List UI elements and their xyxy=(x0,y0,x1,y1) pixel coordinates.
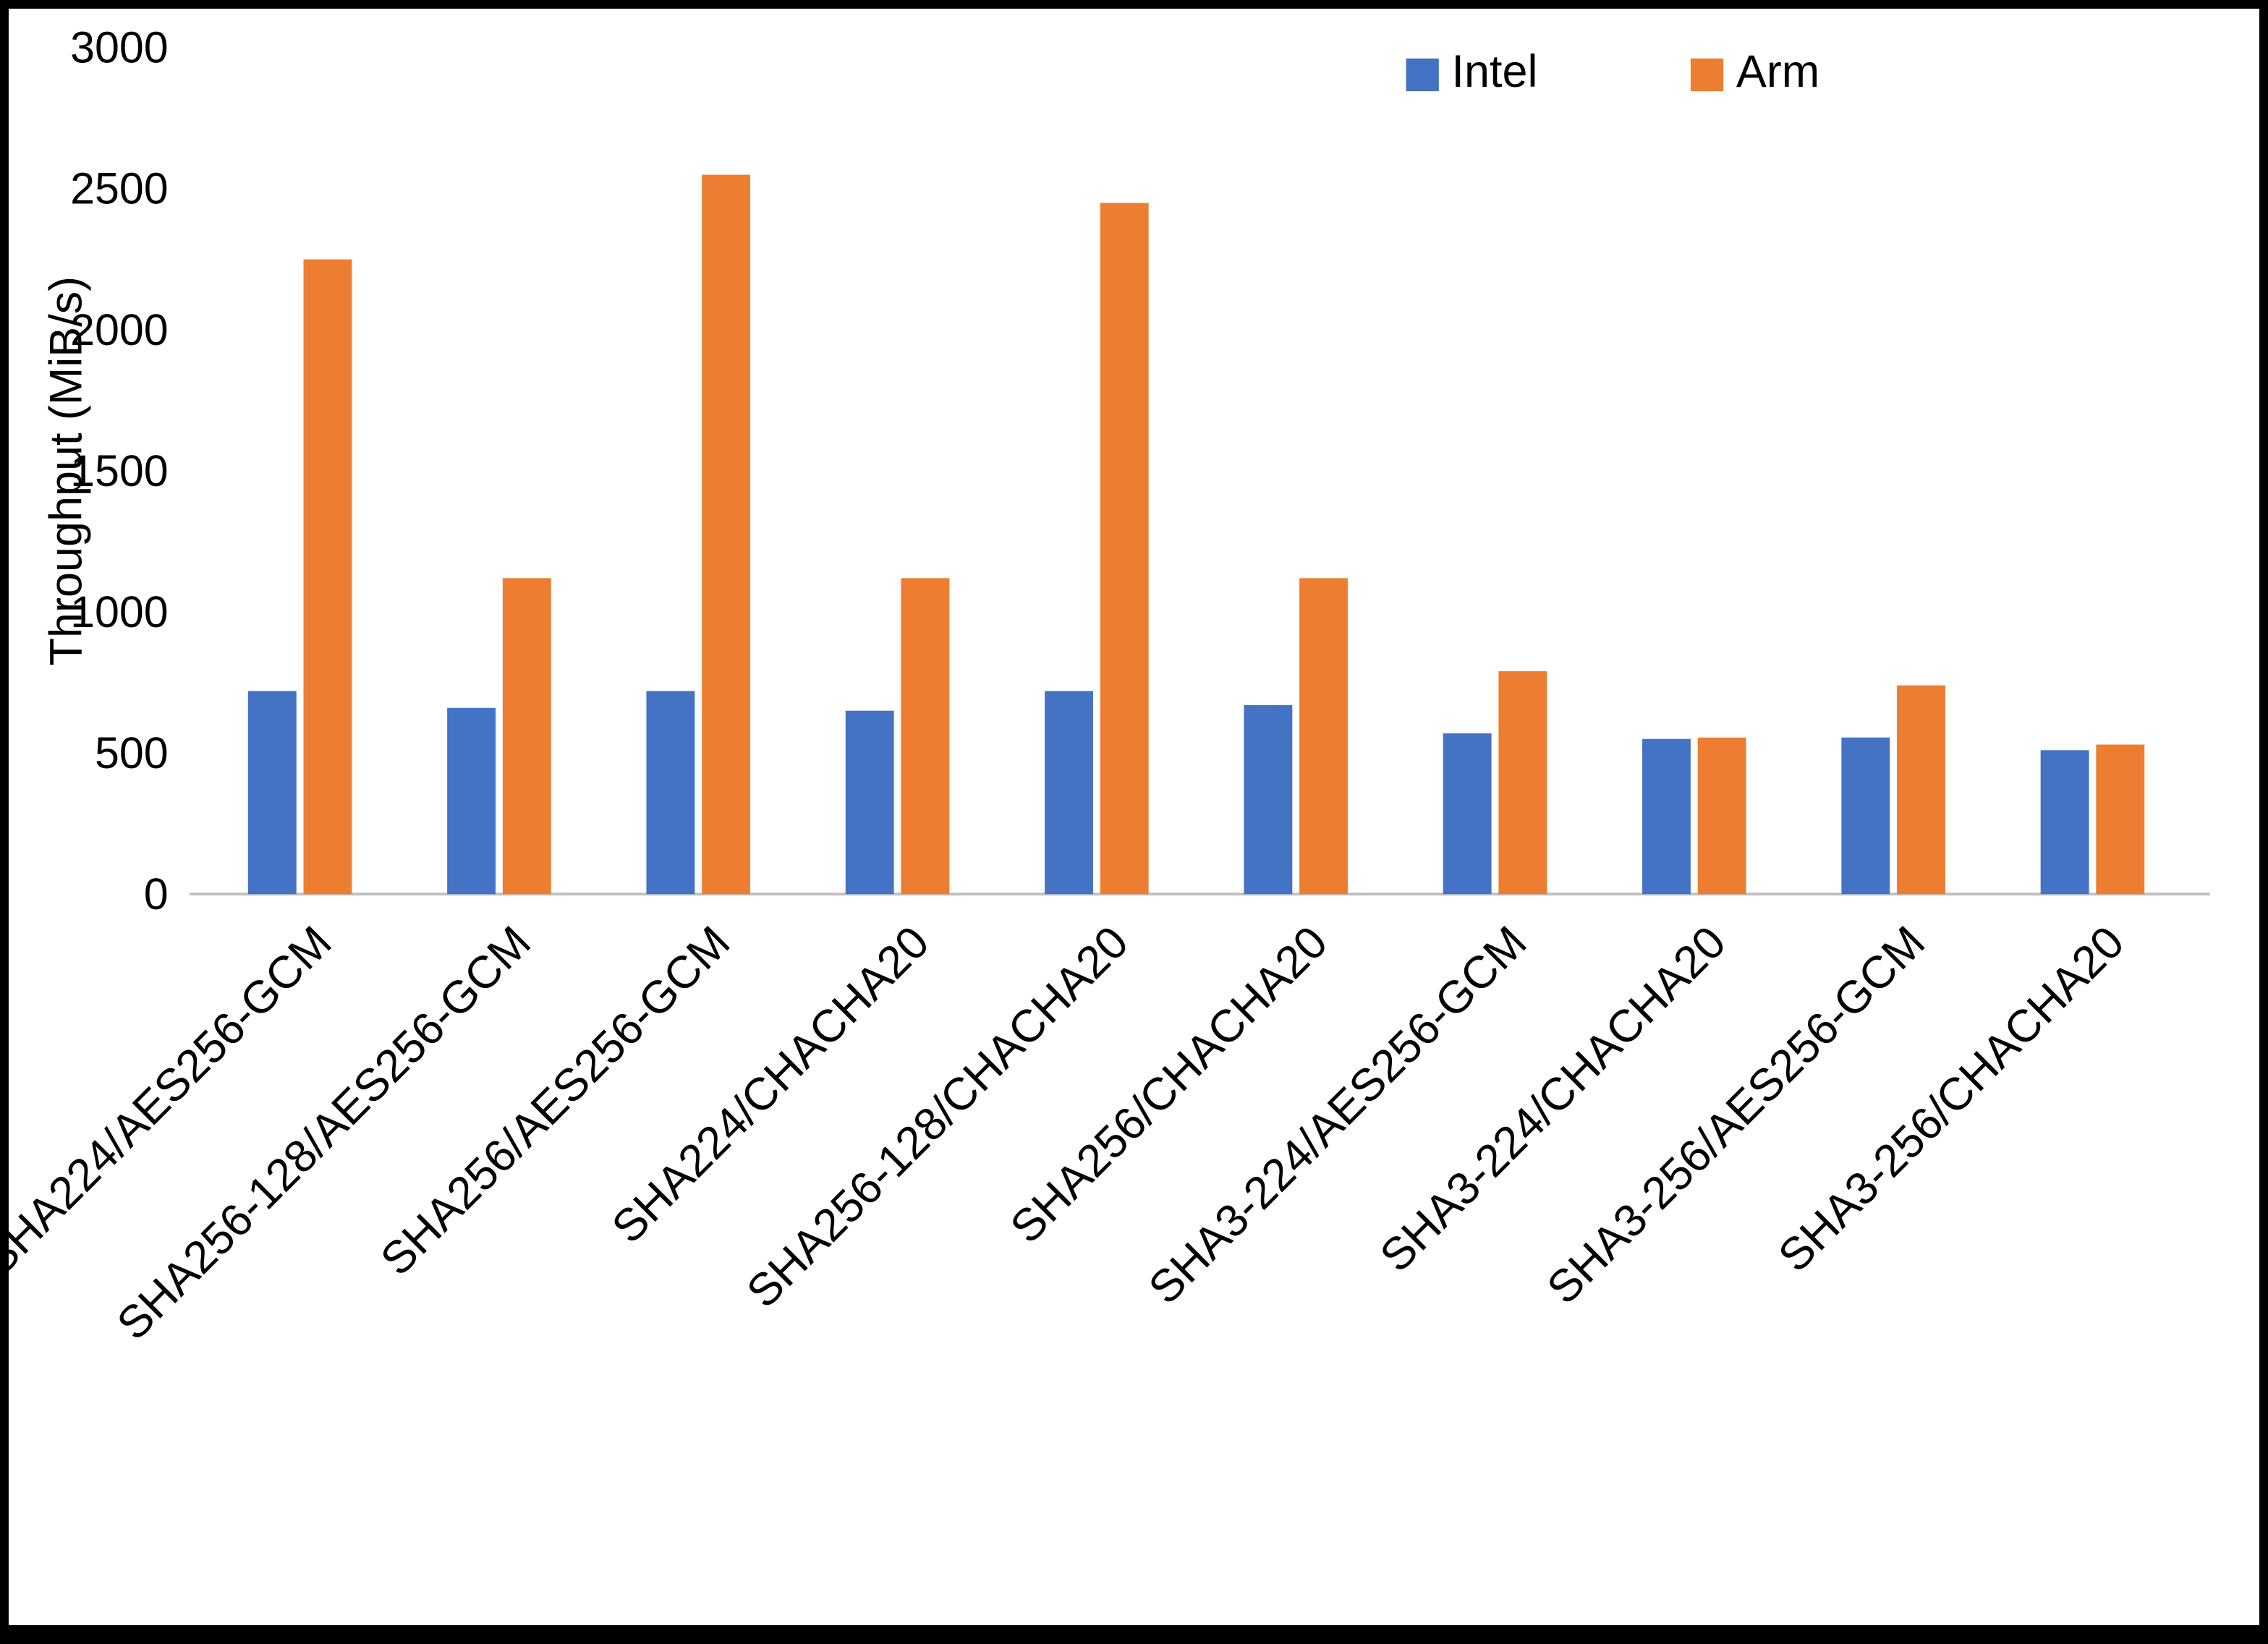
y-tick-label: 2000 xyxy=(70,305,169,354)
legend-swatch-intel xyxy=(1406,58,1439,92)
bar-intel-0 xyxy=(247,691,297,895)
bar-arm-5 xyxy=(1299,578,1348,895)
bar-intel-8 xyxy=(1841,737,1890,895)
bar-intel-1 xyxy=(447,707,496,895)
legend-label-arm: Arm xyxy=(1736,46,1819,97)
x-tick-label: SHA224/AES256-GCM xyxy=(9,916,341,1285)
bar-arm-0 xyxy=(303,259,352,895)
x-tick-label: SHA3-256/CHACHA20 xyxy=(1769,916,2134,1282)
legend-label-intel: Intel xyxy=(1452,46,1538,97)
x-tick-label: SHA3-224/CHACHA20 xyxy=(1370,916,1736,1282)
bar-intel-7 xyxy=(1642,738,1691,895)
x-tick-label: SHA3-224/AES256-GCM xyxy=(1139,916,1537,1313)
bar-arm-6 xyxy=(1498,671,1547,895)
bar-arm-3 xyxy=(901,578,950,895)
throughput-bar-chart: 0 500 1000 1500 2000 2500 3000 Throughput (MiB/… xyxy=(9,23,2210,1350)
y-tick-label: 500 xyxy=(95,728,169,778)
bar-arm-4 xyxy=(1100,203,1149,895)
y-tick-label: 1000 xyxy=(70,587,169,636)
x-tick-label: SHA256/AES256-GCM xyxy=(371,916,739,1285)
x-tick-label: SHA256-128/CHACHA20 xyxy=(737,916,1138,1317)
y-axis-title: Throughput (MiB/s) xyxy=(41,276,92,666)
bar-intel-2 xyxy=(646,691,695,895)
bar-intel-3 xyxy=(845,710,894,895)
bar-arm-1 xyxy=(502,578,551,895)
y-tick-label: 3000 xyxy=(70,23,169,72)
bar-arm-7 xyxy=(1697,737,1746,895)
legend-swatch-arm xyxy=(1690,58,1724,92)
bar-arm-9 xyxy=(2096,744,2145,895)
x-tick-label: SHA256-128/AES256-GCM xyxy=(108,916,541,1350)
y-tick-label: 0 xyxy=(144,869,169,919)
y-tick-label: 1500 xyxy=(70,446,169,495)
bar-arm-2 xyxy=(702,174,751,895)
bar-arm-8 xyxy=(1897,685,1945,895)
bar-intel-4 xyxy=(1045,691,1093,895)
x-tick-label: SHA3-256/AES256-GCM xyxy=(1537,916,1934,1313)
bar-intel-6 xyxy=(1443,733,1492,895)
y-tick-label: 2500 xyxy=(70,164,169,213)
bar-intel-5 xyxy=(1244,704,1293,895)
bar-intel-9 xyxy=(2040,750,2089,895)
